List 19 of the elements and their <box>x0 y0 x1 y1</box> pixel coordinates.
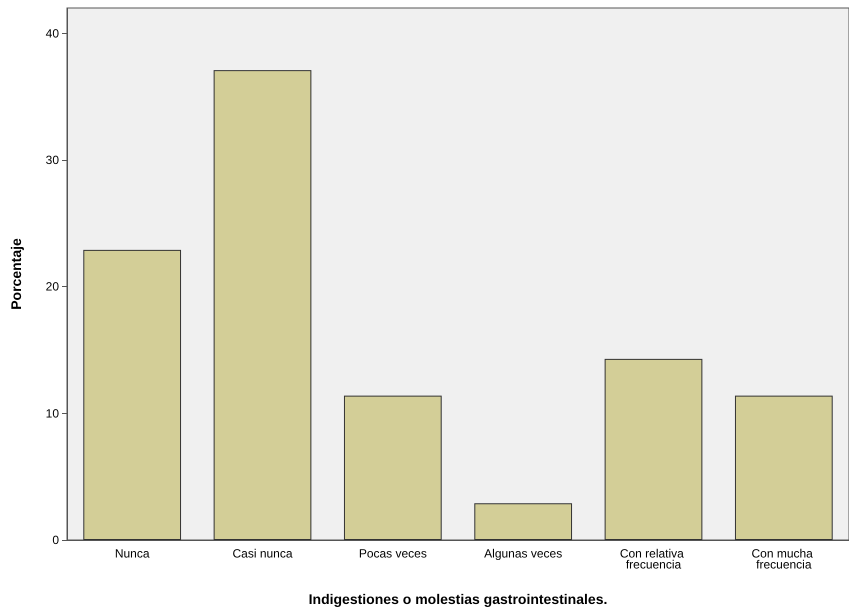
y-tick-label: 0 <box>52 533 60 547</box>
x-tick-label: Algunas veces <box>484 546 562 560</box>
bar <box>83 250 182 540</box>
y-axis-title: Porcentaje <box>8 238 24 310</box>
x-tick-label: Pocas veces <box>358 546 427 560</box>
bar <box>474 503 572 540</box>
bar <box>214 70 312 540</box>
x-tick-label: Nunca <box>114 546 150 560</box>
bar <box>344 396 442 540</box>
bar <box>734 396 833 540</box>
y-tick-label: 10 <box>46 406 60 420</box>
bar <box>604 358 702 540</box>
x-tick-label: Con relativa frecuencia <box>620 546 688 572</box>
x-axis-title: Indigestiones o molestias gastrointestinales. <box>308 591 608 607</box>
x-tick-label: Casi nunca <box>232 546 293 560</box>
y-tick-label: 30 <box>46 153 60 167</box>
y-tick-label: 40 <box>46 26 60 40</box>
y-tick-label: 20 <box>46 280 60 294</box>
x-tick-label: Con mucha frecuencia <box>751 546 816 572</box>
